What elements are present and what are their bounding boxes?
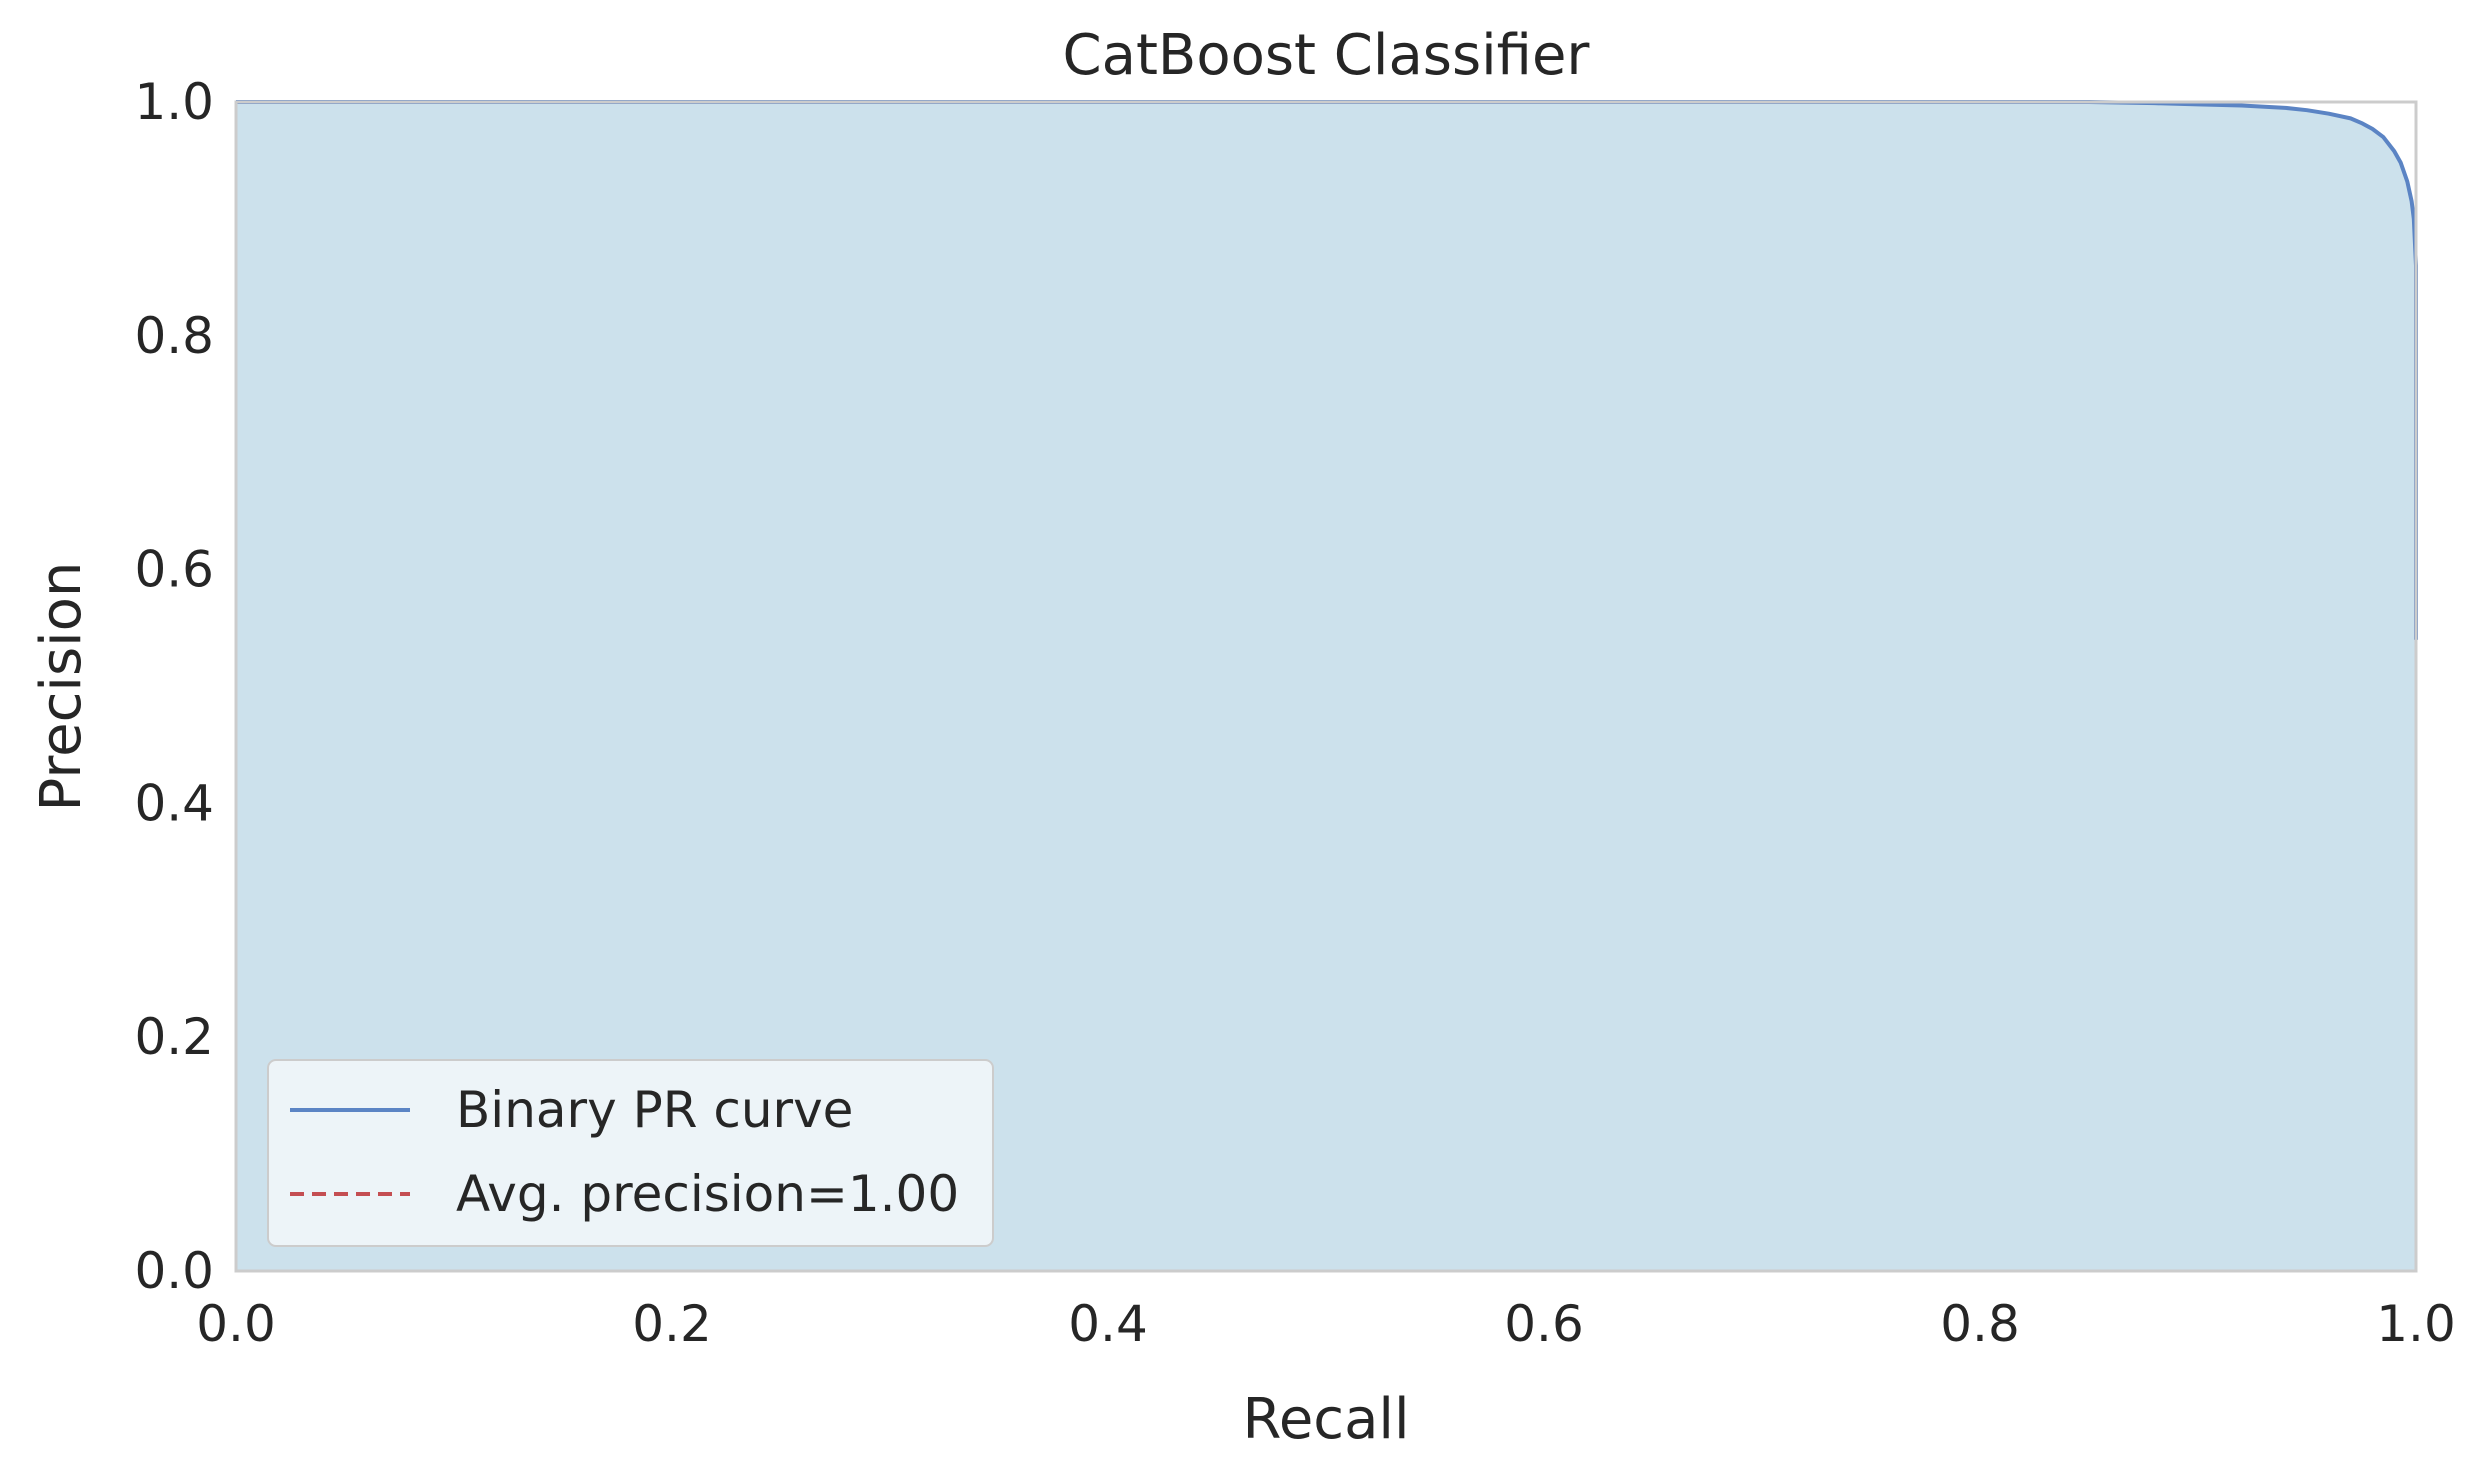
x-axis-label: Recall <box>1242 1387 1409 1452</box>
x-tick-label: 0.4 <box>1068 1295 1148 1353</box>
y-tick-label: 0.0 <box>134 1242 214 1300</box>
x-axis-ticks: 0.0 0.2 0.4 0.6 0.8 1.0 <box>196 1295 2456 1353</box>
x-tick-label: 0.2 <box>632 1295 712 1353</box>
y-tick-label: 1.0 <box>134 73 214 131</box>
y-tick-label: 0.6 <box>134 541 214 599</box>
pr-curve-fill <box>236 102 2416 1271</box>
x-tick-label: 0.0 <box>196 1295 276 1353</box>
y-axis-label: Precision <box>29 562 94 812</box>
y-tick-label: 0.4 <box>134 774 214 832</box>
legend-label-avg-precision: Avg. precision=1.00 <box>456 1165 959 1223</box>
y-axis-ticks: 0.0 0.2 0.4 0.6 0.8 1.0 <box>134 73 214 1300</box>
y-tick-label: 0.2 <box>134 1008 214 1066</box>
x-tick-label: 0.6 <box>1504 1295 1584 1353</box>
legend-box <box>267 1059 994 1247</box>
legend-label-pr-curve: Binary PR curve <box>456 1081 853 1139</box>
x-tick-label: 1.0 <box>2376 1295 2456 1353</box>
pr-curve-line <box>236 100 2418 640</box>
y-tick-label: 0.8 <box>134 307 214 365</box>
axes-frame <box>234 100 2418 1273</box>
legend: Binary PR curve Avg. precision=1.00 <box>267 1059 994 1247</box>
x-tick-label: 0.8 <box>1940 1295 2020 1353</box>
chart-title: CatBoost Classifier <box>1063 23 1591 88</box>
